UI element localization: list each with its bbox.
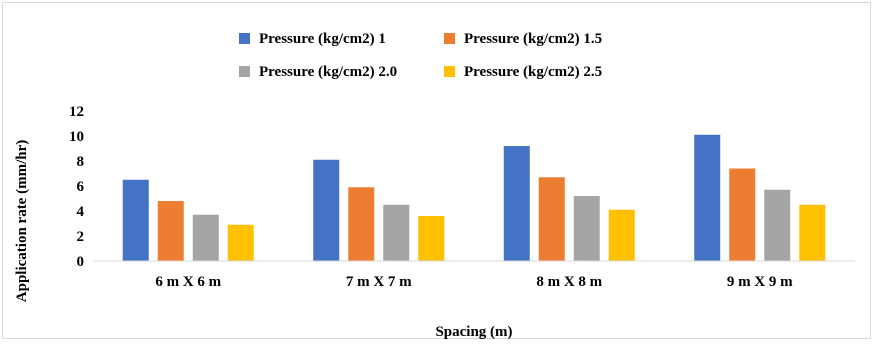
bar [799,204,826,261]
legend-item: Pressure (kg/cm2) 1.5 [444,31,602,47]
bar [192,214,219,261]
legend-label: Pressure (kg/cm2) 2.0 [259,64,397,80]
legend-swatch [239,33,250,44]
x-tick-label: 8 m X 8 m [536,274,602,290]
bar [694,134,721,261]
bar [383,204,410,261]
bar-chart: Pressure (kg/cm2) 1 Pressure (kg/cm2) 1.5… [14,31,855,340]
bar [122,179,149,261]
x-tick-label: 9 m X 9 m [727,274,793,290]
y-tick-label: 10 [69,129,84,145]
bar [573,196,600,261]
y-tick-label: 6 [77,179,85,195]
x-tick-label: 6 m X 6 m [155,274,221,290]
bar [418,216,445,261]
legend-item: Pressure (kg/cm2) 1 [239,31,386,47]
bar [538,177,565,261]
bar [503,146,530,261]
x-tick-label: 7 m X 7 m [346,274,412,290]
bar [157,201,184,261]
legend-item: Pressure (kg/cm2) 2.0 [239,64,397,80]
legend-label: Pressure (kg/cm2) 1.5 [464,31,602,47]
legend-swatch [239,66,250,77]
legend-swatch [444,66,455,77]
x-axis-ticks: 6 m X 6 m 7 m X 7 m 8 m X 8 m 9 m X 9 m [155,274,793,290]
legend: Pressure (kg/cm2) 1 Pressure (kg/cm2) 1.5… [239,31,602,80]
bar [348,187,375,261]
y-axis-title: Application rate (mm/hr) [14,140,30,302]
x-axis-title: Spacing (m) [435,324,512,340]
y-tick-label: 12 [69,104,84,120]
bars [122,134,826,261]
bar [313,159,340,261]
bar [729,168,756,261]
legend-label: Pressure (kg/cm2) 1 [259,31,386,47]
legend-item: Pressure (kg/cm2) 2.5 [444,64,602,80]
legend-label: Pressure (kg/cm2) 2.5 [464,64,602,80]
bar [227,224,254,261]
y-tick-label: 0 [77,254,85,270]
y-tick-label: 2 [77,229,85,245]
legend-swatch [444,33,455,44]
y-axis-ticks: 0 2 4 6 8 10 12 [69,104,85,270]
bar [764,189,791,261]
y-tick-label: 8 [77,154,85,170]
y-tick-label: 4 [77,204,85,220]
bar [608,209,635,261]
chart-frame: Pressure (kg/cm2) 1 Pressure (kg/cm2) 1.5… [2,2,871,340]
